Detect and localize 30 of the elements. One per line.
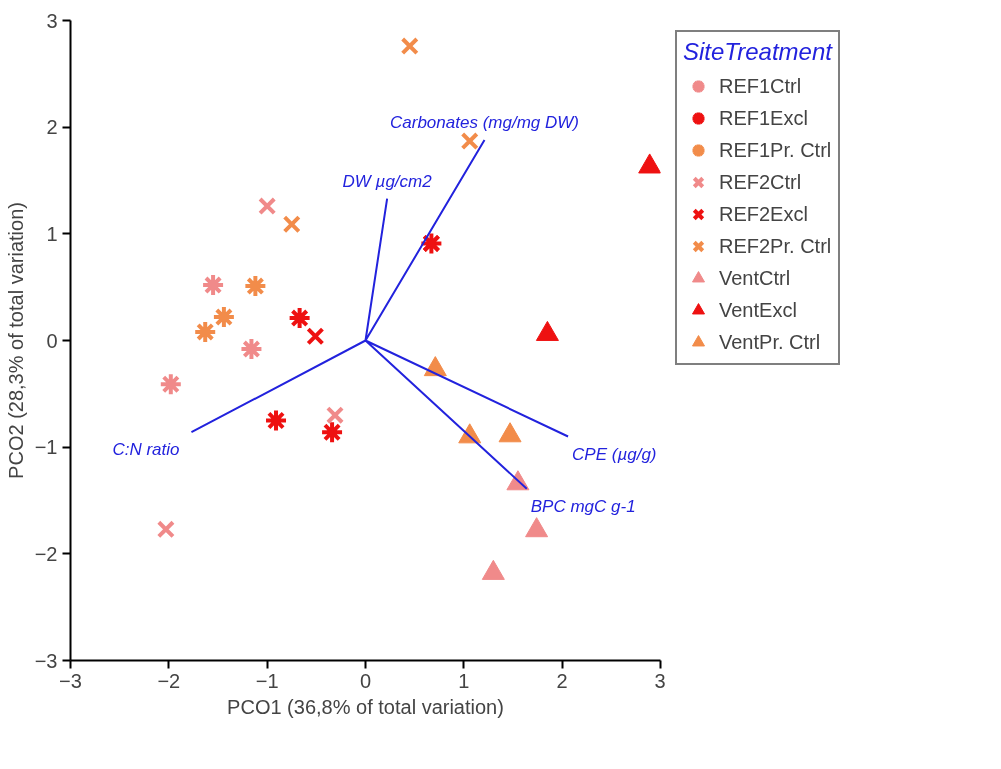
annotation: BPC mgC g-1 bbox=[530, 496, 636, 516]
legend-label: VentPr. Ctrl bbox=[719, 330, 821, 354]
annotation: Carbonates (mg/mg DW) bbox=[390, 112, 579, 132]
annotation: DW µg/cm2 bbox=[342, 171, 433, 191]
legend-label: VentCtrl bbox=[719, 266, 791, 290]
x-tick-label: −2 bbox=[157, 669, 181, 692]
x-axis-title: PCO1 (36,8% of total variation) bbox=[227, 695, 504, 718]
x-tick-label: 1 bbox=[458, 669, 470, 692]
y-tick-label: −2 bbox=[34, 542, 58, 565]
x-tick-label: 2 bbox=[556, 669, 568, 692]
x-tick-label: 0 bbox=[359, 669, 372, 692]
y-axis-title: PCO2 (28,3% of total variation) bbox=[4, 202, 27, 479]
annotation: CPE (µg/g) bbox=[572, 444, 657, 464]
x-tick-label: 3 bbox=[654, 669, 666, 692]
y-tick-label: 3 bbox=[46, 9, 58, 32]
legend-label: REF1Ctrl bbox=[719, 74, 802, 98]
legend-label: REF2Pr. Ctrl bbox=[719, 234, 832, 258]
legend-label: REF2Excl bbox=[719, 202, 808, 226]
legend-label: REF2Ctrl bbox=[719, 170, 802, 194]
x-tick-label: −1 bbox=[255, 669, 279, 692]
y-tick-label: −3 bbox=[34, 649, 58, 672]
legend-label: REF1Excl bbox=[719, 106, 808, 130]
legend-title: SiteTreatment bbox=[683, 38, 832, 66]
annotation: C:N ratio bbox=[112, 440, 180, 460]
y-tick-label: 2 bbox=[46, 116, 58, 139]
y-tick-label: −1 bbox=[34, 436, 58, 459]
y-tick-label: 0 bbox=[46, 329, 58, 352]
legend-label: VentExcl bbox=[719, 298, 797, 322]
y-tick-label: 1 bbox=[46, 222, 58, 245]
legend-label: REF1Pr. Ctrl bbox=[719, 138, 832, 162]
